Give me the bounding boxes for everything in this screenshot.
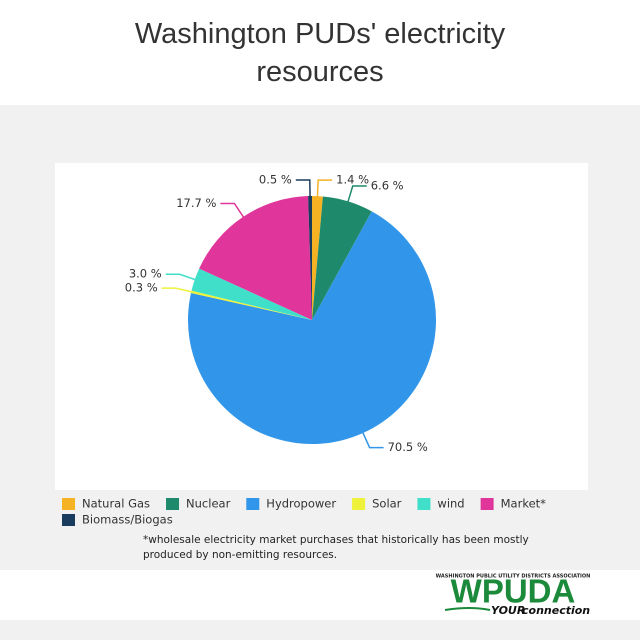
logo-org: WASHINGTON PUBLIC UTILITY DISTRICTS ASSO… (436, 574, 591, 580)
chart-title: Washington PUDs' electricity resources (134, 17, 506, 88)
legend-label: Biomass/Biogas (82, 513, 173, 527)
legend-label: Natural Gas (82, 497, 150, 511)
legend-swatch (62, 498, 75, 510)
pie-slice (191, 268, 312, 320)
pie-slice (312, 196, 372, 320)
logo-tagline: connection (522, 604, 590, 617)
leader-line (316, 179, 333, 199)
legend-label: Solar (372, 497, 402, 511)
data-label: 0.3 % (125, 281, 158, 295)
footnote: produced by non-emitting resources. (143, 549, 337, 561)
data-label: 70.5 % (388, 440, 428, 454)
logo-swoosh (444, 607, 491, 611)
logo-tagline-bold: YOUR (491, 604, 525, 617)
legend-swatch (352, 498, 366, 510)
data-label: 6.6 % (371, 179, 404, 193)
leader-line (161, 287, 194, 293)
title-band: Washington PUDs' electricity resources (0, 0, 640, 105)
data-label: 17.7 % (176, 196, 216, 210)
data-label: 1.4 % (336, 173, 369, 187)
leader-line (361, 430, 384, 449)
legend-swatch (417, 498, 431, 510)
legend-label: Nuclear (186, 497, 231, 511)
leader-line (220, 202, 246, 219)
logo-band (0, 570, 640, 620)
legend-label: wind (437, 497, 464, 511)
footnote: *wholesale electricity market purchases … (143, 534, 529, 546)
data-label: 3.0 % (129, 267, 162, 281)
pie-slice (308, 196, 312, 320)
leader-line (346, 185, 367, 204)
pie-slice (312, 196, 323, 320)
legend-label: Market* (501, 497, 547, 511)
pie-slice (190, 290, 312, 320)
legend-swatch (166, 498, 180, 510)
logo-name: WPUDA (451, 573, 576, 610)
pie-slice (188, 211, 436, 444)
legend-swatch (246, 498, 260, 510)
leader-line (165, 273, 197, 281)
legend-swatch (62, 514, 75, 526)
legend-swatch (480, 498, 494, 510)
pie-slice (199, 196, 312, 320)
data-label: 0.5 % (259, 173, 292, 187)
legend-label: Hydropower (266, 497, 336, 511)
leader-line (295, 179, 311, 199)
